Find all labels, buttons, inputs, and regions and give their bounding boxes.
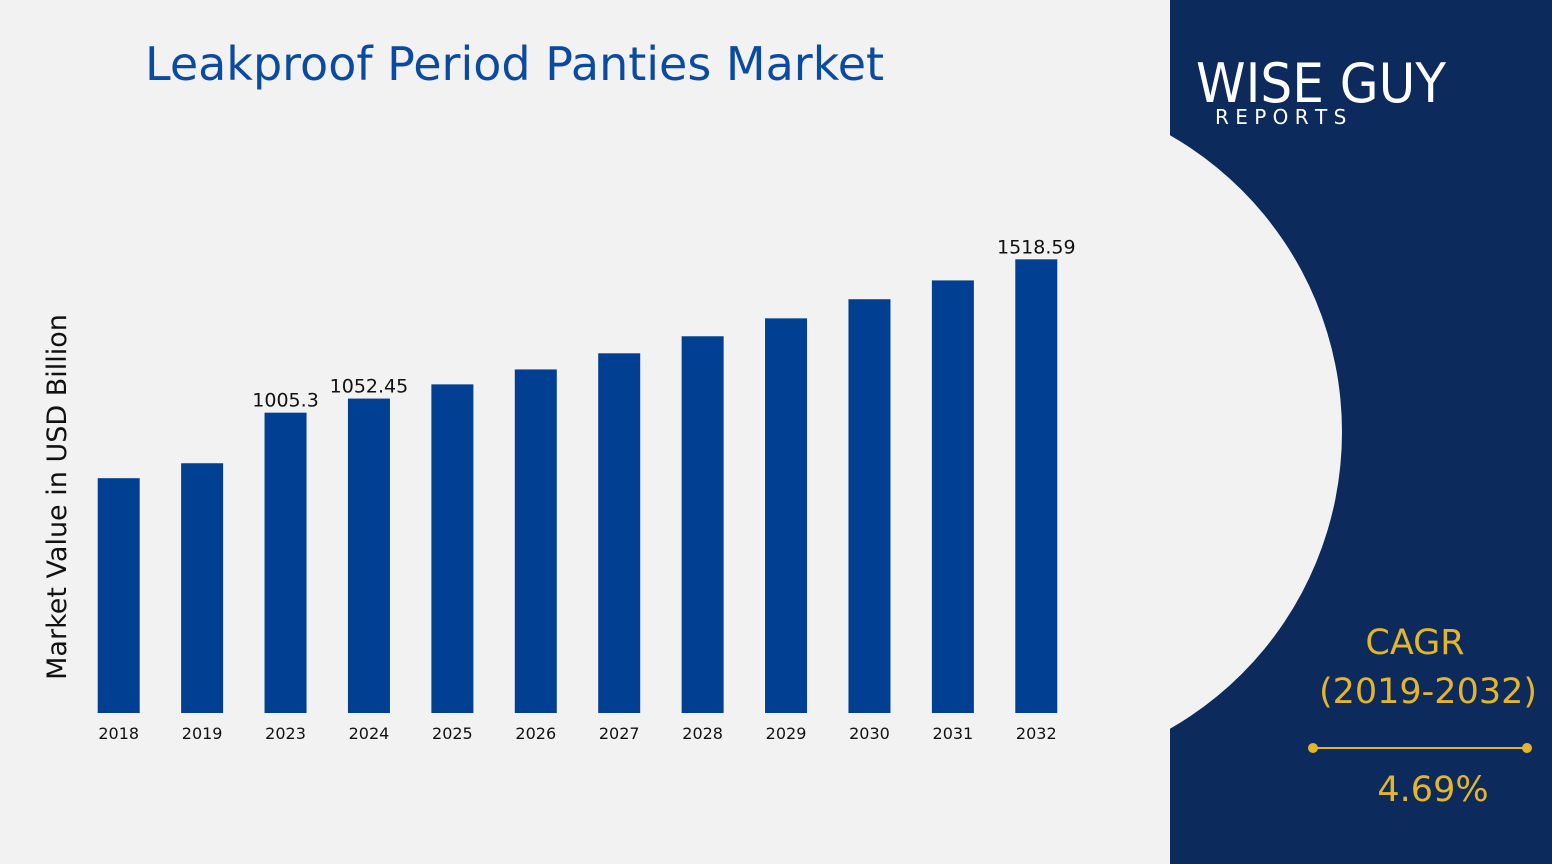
bar (598, 353, 641, 713)
x-tick-label: 2032 (1016, 724, 1057, 743)
panel-circle (1170, 135, 1342, 729)
cagr-value: 4.69% (1377, 770, 1488, 810)
logo-name: WISE GUY (1196, 52, 1447, 115)
bar (848, 299, 891, 713)
bar (347, 398, 390, 713)
cagr-label: CAGR (1365, 623, 1464, 663)
chart-title: Leakproof Period Panties Market (145, 37, 884, 91)
logo-tagline: R E P O R T S (1215, 105, 1346, 129)
x-tick-label: 2027 (599, 724, 640, 743)
bar (1015, 259, 1058, 713)
value-label: 1518.59 (997, 236, 1076, 258)
value-label: 1052.45 (330, 376, 409, 398)
bar (264, 412, 307, 713)
y-axis-label: Market Value in USD Billion (42, 314, 73, 680)
x-tick-label: 2029 (766, 724, 807, 743)
bar (765, 318, 808, 713)
bar (181, 463, 224, 713)
bar (431, 384, 474, 713)
value-label: 1005.3 (252, 390, 318, 412)
x-tick-label: 2030 (849, 724, 890, 743)
bar (931, 280, 974, 713)
x-tick-label: 2031 (933, 724, 974, 743)
x-tick-label: 2024 (349, 724, 390, 743)
x-tick-label: 2025 (432, 724, 473, 743)
x-tick-label: 2026 (515, 724, 556, 743)
x-tick-label: 2028 (682, 724, 723, 743)
x-tick-label: 2018 (98, 724, 139, 743)
bar (97, 478, 140, 713)
bar (681, 336, 724, 713)
cagr-period: (2019-2032) (1319, 672, 1537, 712)
bar (514, 369, 557, 713)
x-tick-label: 2023 (265, 724, 306, 743)
divider-dot (1308, 743, 1318, 753)
x-tick-label: 2019 (182, 724, 223, 743)
divider-dot (1522, 743, 1532, 753)
